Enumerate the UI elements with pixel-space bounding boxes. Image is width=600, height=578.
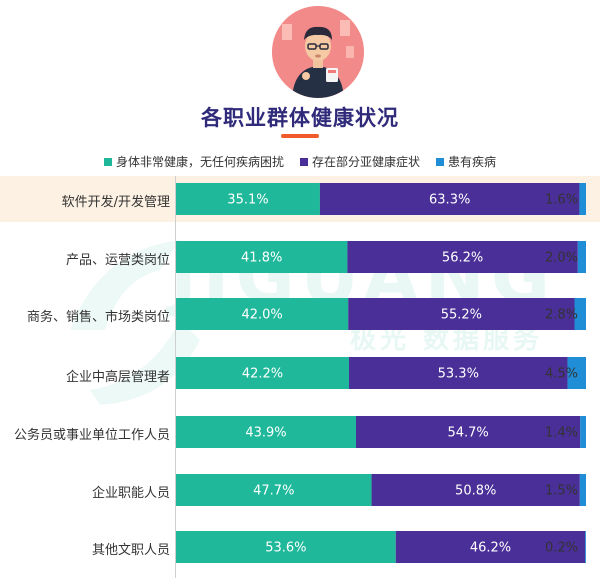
bar-segment-symptoms: [348, 298, 575, 330]
data-label-disease: 2.0%: [545, 251, 578, 266]
bar-segment-healthy: [176, 531, 396, 563]
data-label-symptoms: 63.3%: [429, 193, 470, 208]
data-label-symptoms: 54.7%: [447, 426, 488, 441]
data-label-disease: 1.5%: [545, 484, 578, 499]
category-label: 企业中高层管理者: [65, 370, 170, 385]
data-label-symptoms: 50.8%: [455, 484, 496, 499]
legend: 身体非常健康，无任何疾病困扰 存在部分亚健康症状 患有疾病: [0, 153, 600, 170]
data-label-healthy: 42.2%: [242, 367, 283, 382]
category-label: 企业职能人员: [91, 486, 170, 501]
legend-swatch-symptoms: [299, 157, 308, 166]
data-label-symptoms: 46.2%: [470, 541, 511, 556]
bar-segment-disease: [567, 357, 586, 389]
bar-segment-healthy: [176, 241, 348, 273]
data-label-disease: 2.8%: [545, 308, 578, 323]
bar-segment-healthy: [176, 416, 356, 448]
bar-segment-disease: [585, 531, 586, 563]
category-axis-line: [175, 176, 176, 578]
data-label-healthy: 53.6%: [265, 541, 306, 556]
data-label-disease: 4.5%: [545, 367, 578, 382]
bar-segment-symptoms: [319, 183, 580, 215]
bar-segment-healthy: [176, 357, 350, 389]
bar-segment-disease: [574, 298, 586, 330]
data-label-symptoms: 53.3%: [438, 367, 479, 382]
data-label-healthy: 42.0%: [241, 308, 282, 323]
category-label: 公务员或事业单位工作人员: [13, 428, 170, 443]
data-label-disease: 0.2%: [545, 541, 578, 556]
bar-segment-disease: [579, 183, 586, 215]
legend-item-healthy: 身体非常健康，无任何疾病困扰: [103, 153, 284, 170]
bar-segment-healthy: [176, 183, 320, 215]
title-underline: [281, 134, 319, 138]
data-label-symptoms: 55.2%: [441, 308, 482, 323]
data-label-disease: 1.6%: [545, 193, 578, 208]
category-label: 产品、运营类岗位: [65, 253, 170, 268]
legend-label-symptoms: 存在部分亚健康症状: [311, 155, 420, 169]
legend-swatch-disease: [436, 157, 444, 166]
data-label-healthy: 35.1%: [227, 193, 268, 208]
data-label-symptoms: 56.2%: [442, 251, 483, 266]
data-label-healthy: 47.7%: [253, 484, 294, 499]
bar-segment-disease: [580, 416, 586, 448]
bar-segment-disease: [577, 241, 586, 273]
category-label: 软件开发/开发管理: [61, 195, 170, 210]
data-label-healthy: 41.8%: [241, 251, 282, 266]
data-label-disease: 1.4%: [545, 426, 578, 441]
legend-item-symptoms: 存在部分亚健康症状: [299, 153, 420, 170]
bar-segment-symptoms: [355, 416, 581, 448]
category-label: 其他文职人员: [91, 543, 170, 558]
bar-segment-disease: [579, 474, 586, 506]
avatar-illustration: [272, 6, 364, 98]
bar-segment-symptoms: [371, 474, 580, 506]
bar-segment-symptoms: [395, 531, 586, 563]
legend-label-healthy: 身体非常健康，无任何疾病困扰: [115, 155, 284, 169]
bar-segment-healthy: [176, 298, 349, 330]
category-label: 商务、销售、市场类岗位: [26, 310, 170, 325]
bar-segment-symptoms: [347, 241, 578, 273]
legend-item-disease: 患有疾病: [436, 153, 496, 170]
legend-swatch-healthy: [103, 157, 112, 166]
data-label-healthy: 43.9%: [245, 426, 286, 441]
chart-title: 各职业群体健康状况: [201, 106, 399, 130]
bar-segment-healthy: [176, 474, 372, 506]
legend-label-disease: 患有疾病: [448, 155, 497, 169]
bar-segment-symptoms: [349, 357, 568, 389]
